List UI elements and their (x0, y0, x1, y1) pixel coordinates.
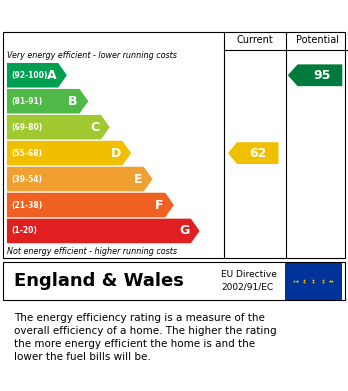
Text: (1-20): (1-20) (11, 226, 37, 235)
Text: B: B (68, 95, 78, 108)
Text: (69-80): (69-80) (11, 123, 42, 132)
Text: The energy efficiency rating is a measure of the
overall efficiency of a home. T: The energy efficiency rating is a measur… (14, 312, 277, 362)
Polygon shape (7, 219, 200, 243)
Text: E: E (134, 172, 142, 186)
Polygon shape (7, 63, 67, 88)
Polygon shape (228, 142, 278, 164)
Polygon shape (7, 193, 174, 217)
Polygon shape (288, 65, 342, 86)
Text: Not energy efficient - higher running costs: Not energy efficient - higher running co… (7, 247, 177, 256)
Text: Energy Efficiency Rating: Energy Efficiency Rating (10, 7, 220, 23)
Polygon shape (7, 167, 152, 191)
Text: G: G (179, 224, 189, 237)
Text: (21-38): (21-38) (11, 201, 42, 210)
Text: A: A (47, 69, 56, 82)
Text: Potential: Potential (295, 35, 339, 45)
Text: 2002/91/EC: 2002/91/EC (221, 283, 273, 292)
Bar (285, 264, 341, 298)
Text: Very energy efficient - lower running costs: Very energy efficient - lower running co… (7, 52, 177, 61)
Polygon shape (7, 89, 88, 113)
Text: (81-91): (81-91) (11, 97, 42, 106)
Text: Current: Current (237, 35, 274, 45)
Text: England & Wales: England & Wales (14, 272, 184, 290)
Polygon shape (7, 115, 110, 140)
Polygon shape (7, 141, 131, 165)
Text: 95: 95 (313, 69, 330, 82)
Text: 62: 62 (250, 147, 267, 160)
Text: EU Directive: EU Directive (221, 270, 277, 279)
Text: F: F (155, 199, 164, 212)
Text: (39-54): (39-54) (11, 174, 42, 183)
Text: D: D (110, 147, 121, 160)
Text: (92-100): (92-100) (11, 71, 48, 80)
Text: C: C (90, 121, 99, 134)
Text: (55-68): (55-68) (11, 149, 42, 158)
